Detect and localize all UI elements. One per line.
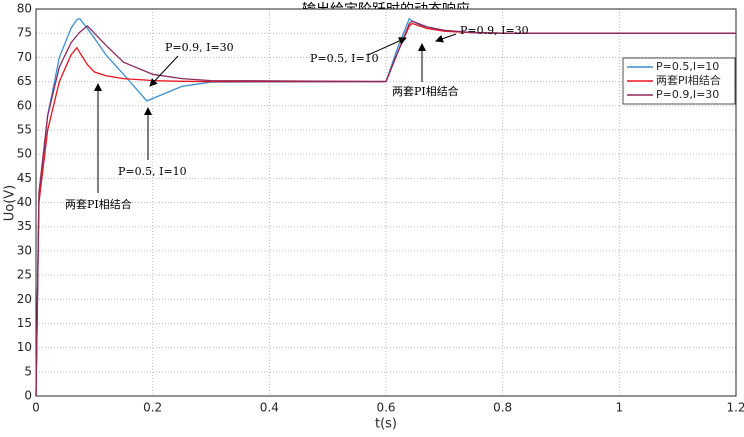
annotation-arrow (149, 55, 179, 87)
x-tick-label: 0.8 (493, 401, 512, 415)
legend-label: P=0.9,I=30 (656, 88, 719, 101)
y-tick-label: 75 (17, 26, 32, 40)
y-tick-label: 25 (17, 268, 32, 282)
annotation: P=0.5, I=10 (118, 165, 187, 178)
x-tick-label: 0.6 (376, 401, 395, 415)
annotation: 两套PI相结合 (392, 84, 459, 98)
y-tick-label: 50 (17, 147, 32, 161)
legend-label: P=0.5,I=10 (656, 60, 719, 73)
y-tick-label: 15 (17, 316, 32, 330)
y-axis-label: Uo(V) (3, 185, 18, 222)
y-tick-label: 5 (24, 364, 32, 378)
x-tick-label: 0.4 (260, 401, 279, 415)
annotation-arrow (367, 37, 407, 56)
x-tick-label: 1.2 (726, 401, 744, 415)
x-tick-label: 0.2 (143, 401, 162, 415)
y-tick-label: 70 (17, 50, 32, 64)
y-tick-label: 0 (24, 389, 32, 403)
plot-area (36, 9, 736, 396)
annotation: 两套PI相结合 (65, 197, 132, 211)
series-line (35, 20, 736, 397)
annotation: P=0.9, I=30 (165, 41, 234, 54)
y-tick-label: 10 (17, 340, 32, 354)
y-tick-label: 40 (17, 195, 32, 209)
annotation-arrow (435, 33, 457, 43)
y-tick-label: 20 (17, 292, 32, 306)
y-tick-label: 30 (17, 243, 32, 257)
x-tick-label: 1 (616, 401, 624, 415)
x-axis-label: t(s) (375, 417, 397, 432)
plot-frame (35, 8, 737, 397)
y-tick-label: 65 (17, 74, 32, 88)
y-tick-label: 60 (17, 98, 32, 112)
x-tick-label: 0 (32, 401, 40, 415)
y-tick-label: 55 (17, 122, 32, 136)
legend-label: 两套PI相结合 (656, 73, 721, 87)
annotation: P=0.9, I=30 (460, 24, 529, 37)
annotation: P=0.5, I=10 (310, 52, 379, 65)
y-tick-label: 80 (17, 2, 32, 16)
y-tick-label: 35 (17, 219, 32, 233)
y-tick-label: 45 (17, 171, 32, 185)
